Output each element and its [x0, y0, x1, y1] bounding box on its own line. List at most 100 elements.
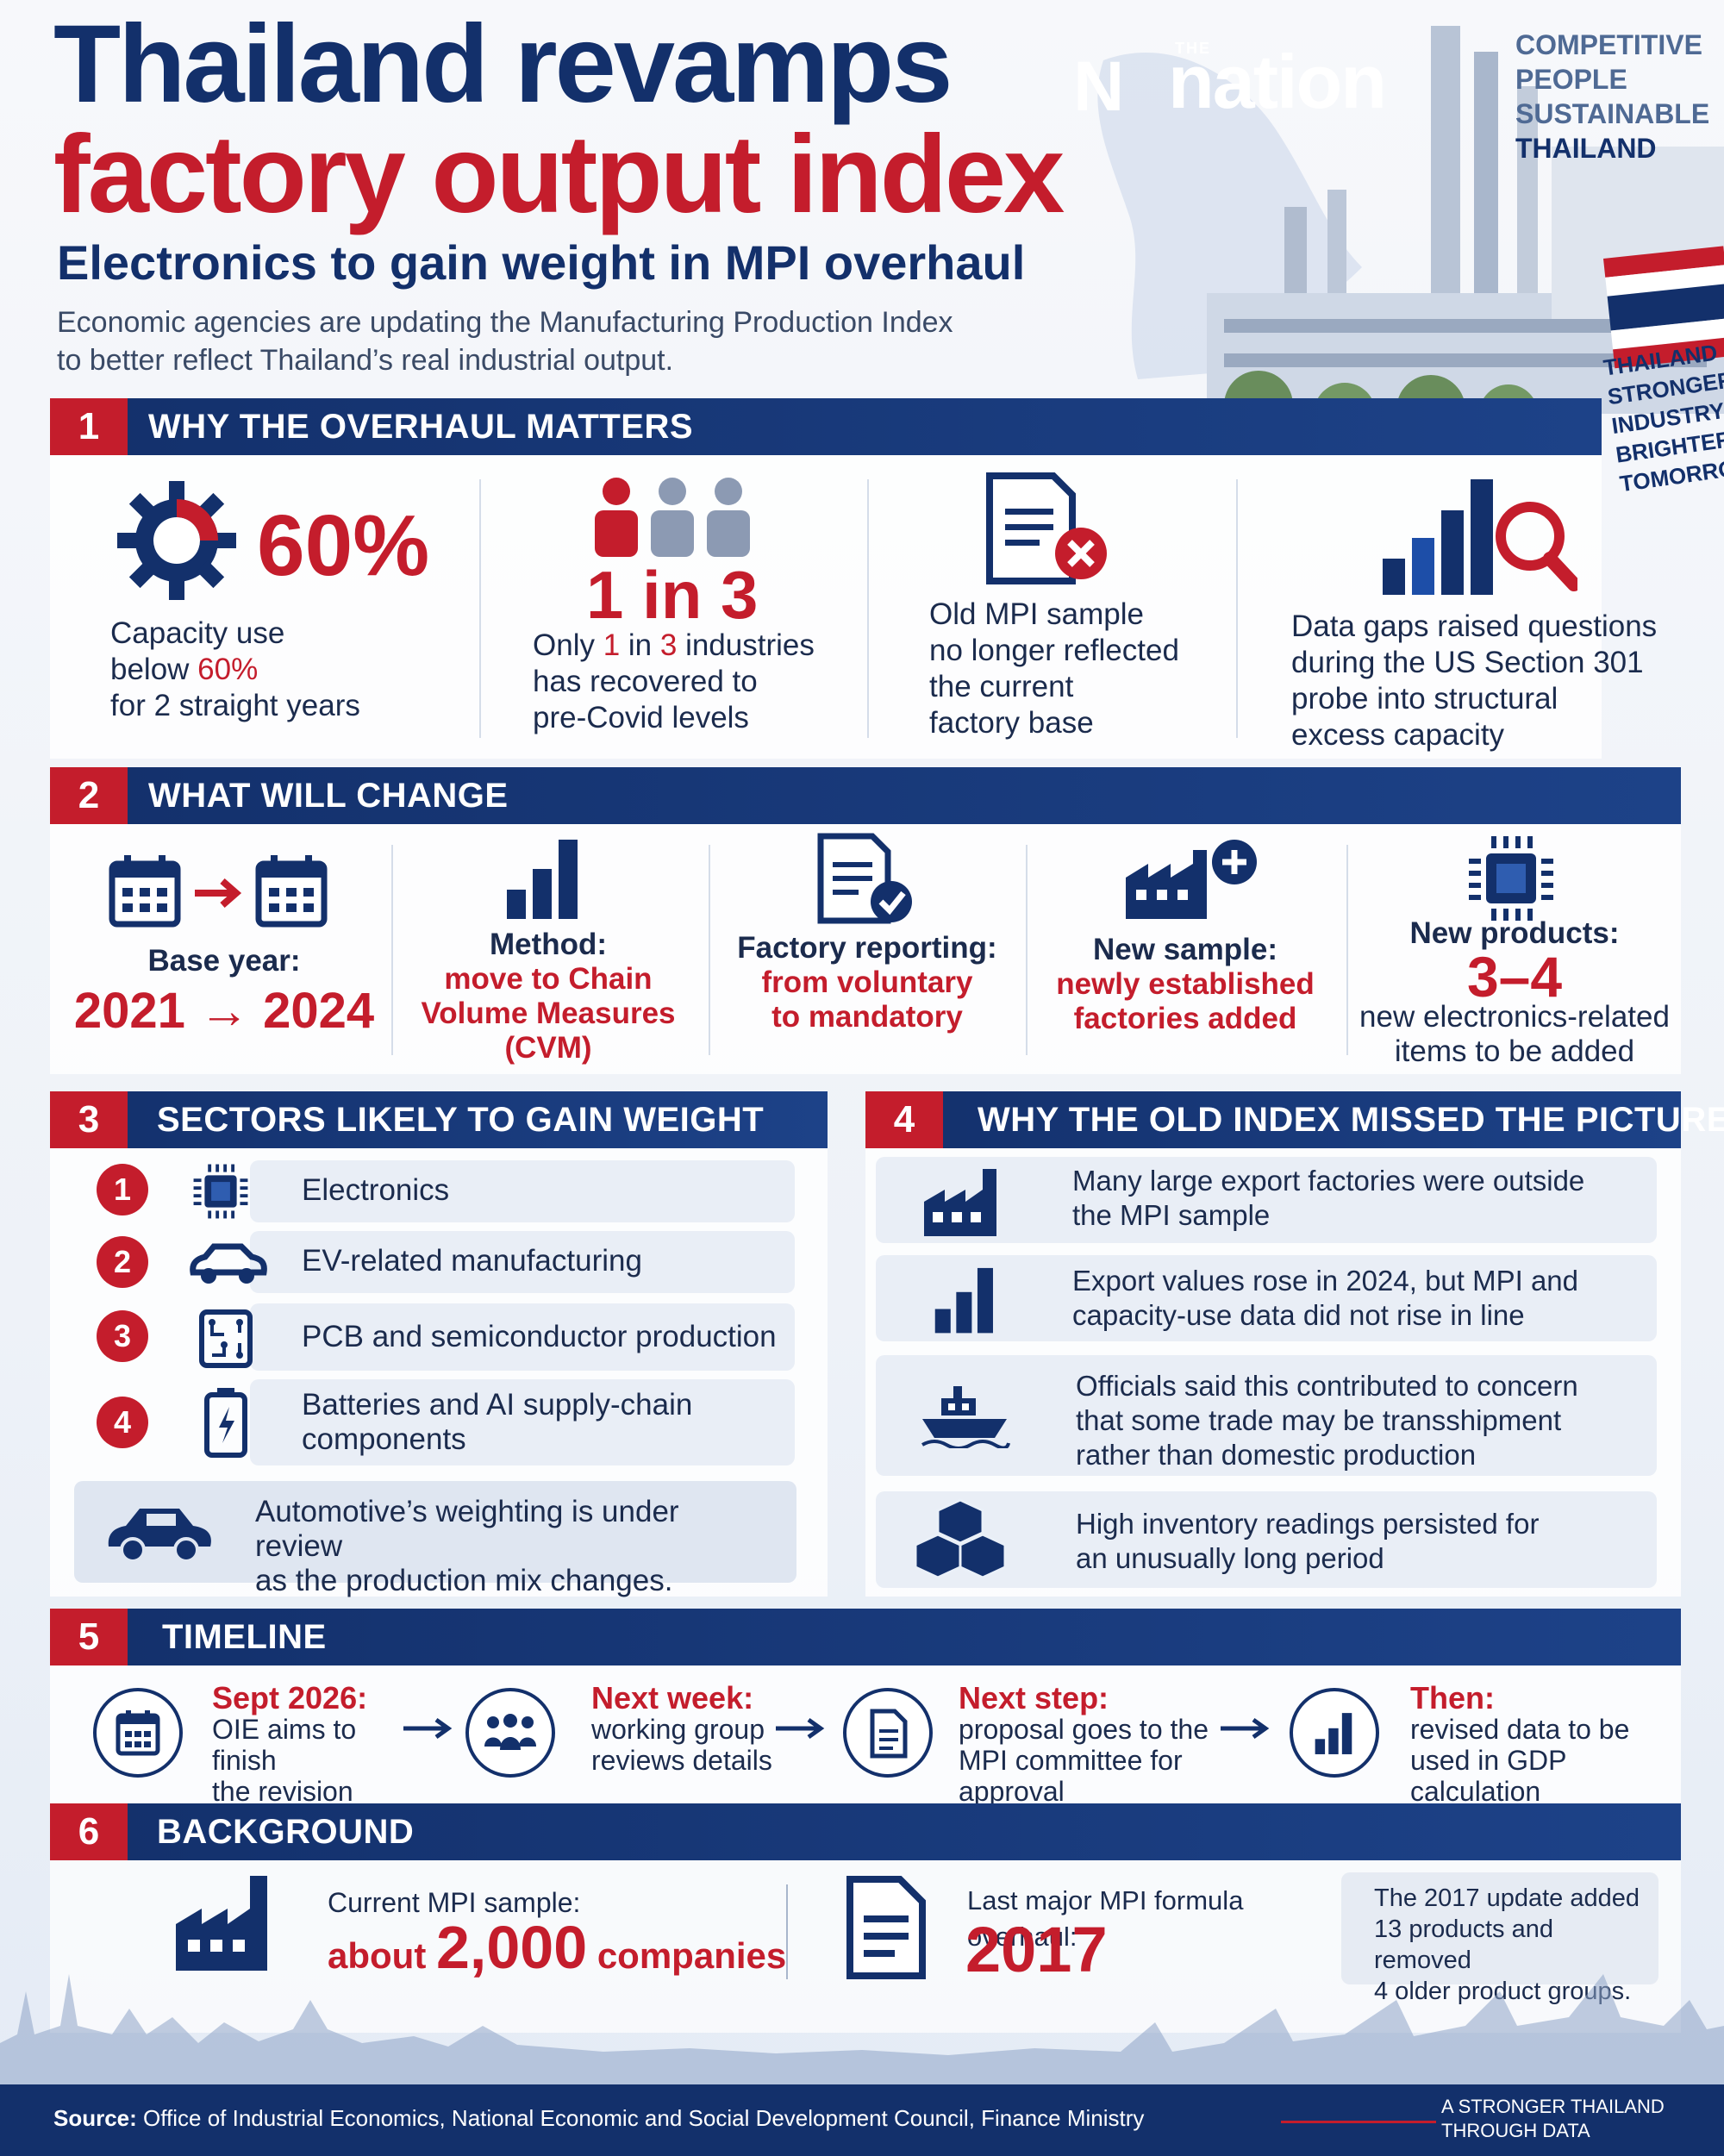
car-icon: [108, 1509, 211, 1563]
reason-text: Export values rose in 2024, but MPI and …: [1072, 1265, 1579, 1331]
list-item: [876, 1255, 1657, 1341]
section1-panel: [50, 455, 1602, 759]
divider: [867, 479, 869, 738]
recovery-text: Only 1 in 3 industries has recovered to …: [533, 628, 815, 734]
reason-text: High inventory readings persisted for an…: [1076, 1508, 1540, 1574]
old-sample-text: Old MPI sample no longer reflected the c…: [929, 597, 1179, 740]
new-products-value: 3–4: [1466, 945, 1563, 1009]
overhaul-label: Last major MPI formula overhaul:: [967, 1885, 1244, 1952]
divider: [786, 1884, 788, 1979]
divider: [1346, 845, 1348, 1055]
bar-chart-icon: [934, 1267, 993, 1334]
the-nation-logo: N THE nation: [1073, 39, 1387, 126]
sector-label: Electronics: [302, 1173, 450, 1207]
logo-mark-icon: N: [1073, 47, 1125, 126]
sample-value: about 2,000 companies: [328, 1914, 787, 1981]
arrow-right-icon: [403, 1717, 453, 1740]
capacity-text: Capacity use below 60% for 2 straight ye…: [110, 616, 360, 722]
reporting-text: Factory reporting: from voluntary to man…: [737, 931, 997, 1034]
data-gaps-text: Data gaps raised questions during the US…: [1291, 609, 1658, 752]
timeline-step-text: Then: revised data to be used in GDP cal…: [1410, 1680, 1630, 1808]
factory-icon: [924, 1169, 996, 1236]
divider: [479, 479, 481, 738]
section3-header: 3 SECTORS LIKELY TO GAIN WEIGHT: [50, 1091, 828, 1148]
city-skyline-illustration: [0, 1974, 1724, 2086]
calendar-arrow-icon: [109, 855, 328, 928]
one-in-three-big: 1 in 3: [586, 557, 759, 633]
list-item: [876, 1157, 1657, 1243]
page-title-line2: factory output index: [53, 113, 1065, 236]
side-tagline: THAILAND STRONGER INDUSTRY BRIGHTER TOMO…: [1602, 339, 1724, 497]
sector-number: 2: [97, 1236, 148, 1288]
divider: [1236, 479, 1238, 738]
list-item: [876, 1355, 1657, 1476]
timeline-step-text: Next week: working group reviews details: [591, 1680, 772, 1777]
timeline-step-ring: [1290, 1688, 1379, 1778]
automotive-note-text: Automotive’s weighting is under review a…: [255, 1495, 679, 1597]
document-icon: [870, 1709, 908, 1759]
tagline: COMPETITIVE PEOPLE SUSTAINABLE THAILAND: [1515, 29, 1710, 164]
overhaul-note: [1341, 1872, 1658, 1984]
arrow-right-icon: [1221, 1717, 1270, 1740]
sector-number: 1: [97, 1164, 148, 1215]
list-item: [250, 1379, 795, 1465]
divider: [391, 845, 393, 1055]
capacity-big-value: 60%: [257, 497, 430, 594]
factory-plus-icon: [1126, 840, 1257, 919]
page-subtitle: Electronics to gain weight in MPI overha…: [57, 235, 1026, 290]
timeline-step-text: Sept 2026: OIE aims to finish the revisi…: [212, 1680, 368, 1808]
document-icon: [846, 1876, 926, 1979]
divider: [709, 845, 710, 1055]
car-icon: [190, 1243, 267, 1284]
timeline-step-ring: [465, 1688, 555, 1778]
arrow-right-icon: [776, 1717, 825, 1740]
base-year-value: 2021 → 2024: [73, 983, 375, 1039]
divider: [1026, 845, 1028, 1055]
overhaul-year: 2017: [965, 1914, 1108, 1985]
bar-chart-icon: [507, 840, 578, 919]
section4-header: 4 WHY THE OLD INDEX MISSED THE PICTURE: [865, 1091, 1724, 1148]
list-item: [876, 1491, 1657, 1588]
chip-icon: [193, 1164, 248, 1219]
section6-header: 6 BACKGROUND: [50, 1803, 1681, 1860]
factory-skyline-illustration: [1097, 26, 1724, 440]
list-item: [250, 1303, 795, 1371]
page-title-line1: Thailand revamps: [53, 3, 953, 126]
timeline-step-text: Next step: proposal goes to the MPI comm…: [959, 1680, 1209, 1808]
chart-magnifier-icon: [1383, 479, 1577, 595]
factory-icon: [176, 1876, 267, 1971]
method-text: Method: move to Chain Volume Measures (C…: [421, 928, 676, 1065]
sample-label: Current MPI sample:: [328, 1887, 581, 1918]
ship-icon: [921, 1386, 1010, 1448]
document-x-icon: [986, 472, 1107, 584]
section2-header: 2 WHAT WILL CHANGE: [50, 767, 1681, 824]
gear-icon: [117, 481, 236, 600]
timeline-step-ring: [843, 1688, 933, 1778]
section5-header: 5 TIMELINE: [50, 1609, 1681, 1665]
sector-label: EV-related manufacturing: [302, 1244, 642, 1278]
source-text: Source: Office of Industrial Economics, …: [53, 2105, 1145, 2131]
sector-number: 3: [97, 1310, 148, 1362]
footer-rule: [1281, 2121, 1436, 2123]
boxes-icon: [915, 1498, 1005, 1579]
reason-text: Many large export factories were outside…: [1072, 1165, 1585, 1231]
sector-label: PCB and semiconductor production: [302, 1320, 777, 1353]
chip-icon: [1469, 836, 1553, 921]
new-products-text: new electronics-related items to be adde…: [1359, 1000, 1670, 1068]
footer: Source: Office of Industrial Economics, …: [0, 2084, 1724, 2156]
list-item: [250, 1160, 795, 1222]
footer-tagline: A STRONGER THAILAND THROUGH DATA: [1441, 2096, 1665, 2141]
new-products-label: New products:: [1409, 916, 1620, 950]
sector-label: Batteries and AI supply-chain components: [302, 1388, 693, 1456]
circuit-board-icon: [199, 1309, 253, 1368]
document-check-icon: [817, 833, 912, 924]
section1-header: 1 WHY THE OVERHAUL MATTERS: [50, 398, 1602, 455]
list-item: [250, 1231, 795, 1293]
new-sample-text: New sample: newly established factories …: [1056, 933, 1315, 1035]
sector-number: 4: [97, 1397, 148, 1448]
bar-chart-icon: [1315, 1713, 1352, 1754]
group-icon: [484, 1714, 536, 1750]
calendar-icon: [116, 1710, 160, 1756]
reason-text: Officials said this contributed to conce…: [1076, 1370, 1578, 1471]
